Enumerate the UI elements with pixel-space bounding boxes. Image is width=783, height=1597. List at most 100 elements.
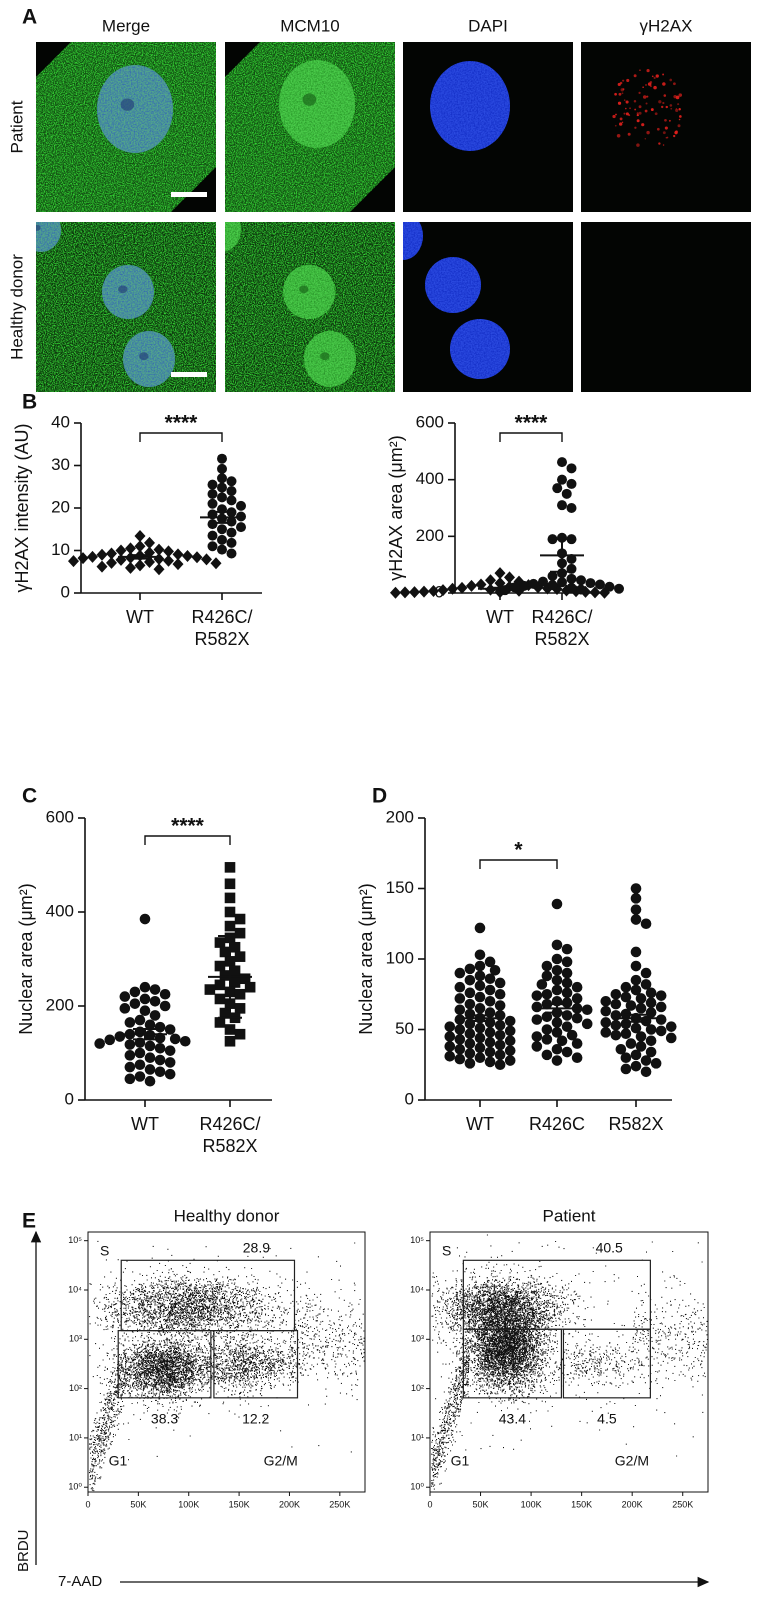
data-point	[595, 579, 605, 590]
data-point	[484, 1027, 496, 1038]
foci	[673, 134, 676, 138]
data-point	[94, 1038, 105, 1049]
data-point	[144, 1019, 156, 1031]
data-point	[144, 1064, 156, 1075]
data-point	[541, 1024, 553, 1035]
gate-name: G2/M	[264, 1453, 298, 1469]
x-tick-label: R426C	[529, 1114, 585, 1134]
data-point	[234, 927, 246, 939]
data-point	[614, 583, 624, 594]
y-tick-label: 10⁰	[68, 1482, 82, 1492]
data-point	[207, 498, 218, 509]
foci	[642, 86, 644, 89]
data-point	[630, 904, 642, 915]
data-point	[531, 1001, 543, 1013]
foci	[679, 115, 682, 118]
row-title: Healthy donor	[7, 254, 26, 360]
data-point	[484, 956, 496, 968]
data-point	[244, 981, 256, 993]
column-title: γH2AX	[640, 16, 693, 35]
foci	[646, 69, 650, 73]
foci	[663, 94, 667, 97]
data-point	[484, 973, 496, 985]
foci	[644, 138, 647, 140]
panel-letter: A	[22, 6, 37, 29]
data-point	[610, 998, 622, 1010]
y-tick-label: 200	[416, 526, 444, 545]
text-line: R426C/	[199, 1114, 260, 1134]
data-point	[474, 991, 486, 1003]
data-point	[500, 585, 510, 596]
error-bar	[133, 1028, 157, 1041]
data-point	[464, 998, 476, 1010]
foci	[650, 108, 654, 112]
foci	[674, 130, 678, 135]
micrograph	[581, 42, 751, 212]
y-tick-label: 150	[386, 878, 414, 897]
micrograph	[36, 222, 216, 392]
data-point	[589, 586, 601, 599]
data-point	[625, 1000, 637, 1011]
x-axis-label: 7-AAD	[58, 1573, 102, 1590]
data-point	[454, 981, 466, 993]
data-point	[494, 977, 506, 989]
data-point	[134, 530, 146, 543]
x-tick-label: R426C/R582X	[199, 1114, 260, 1156]
data-point	[454, 1034, 466, 1045]
data-point	[604, 581, 615, 592]
significance-bracket	[479, 859, 558, 869]
data-point	[226, 527, 237, 538]
data-point	[620, 981, 632, 993]
x-tick-label: WT	[126, 607, 154, 627]
foci	[625, 100, 629, 104]
foci	[661, 105, 664, 109]
data-point	[561, 943, 573, 955]
data-point	[645, 1007, 657, 1018]
data-point	[154, 1066, 166, 1078]
data-point	[630, 946, 642, 958]
data-point	[466, 579, 477, 592]
data-point	[437, 584, 449, 597]
gate	[120, 1259, 296, 1332]
data-point	[494, 1000, 506, 1011]
data-point	[229, 941, 241, 953]
foci	[649, 80, 653, 84]
data-point	[556, 1035, 568, 1047]
data-point	[655, 1001, 667, 1013]
significance-bracket	[499, 432, 563, 442]
data-point	[531, 1014, 543, 1025]
data-point	[547, 580, 558, 591]
significance-label: ****	[515, 412, 549, 435]
data-point	[640, 918, 652, 930]
nucleus-speckle	[430, 61, 510, 151]
significance-bracket	[139, 432, 223, 442]
data-point	[645, 1046, 657, 1058]
data-point	[224, 920, 236, 932]
data-point	[630, 1022, 642, 1034]
data-point	[214, 979, 226, 991]
data-point	[665, 1032, 677, 1044]
data-point	[630, 984, 642, 996]
micrograph	[36, 42, 216, 212]
nucleus-speckle	[123, 331, 175, 387]
foci	[653, 85, 657, 90]
data-point	[207, 488, 218, 499]
nucleus-speckle	[225, 222, 241, 252]
gate-percent: 38.3	[151, 1411, 178, 1427]
data-point	[454, 1043, 466, 1055]
data-point	[484, 1046, 496, 1058]
micrograph	[403, 42, 573, 212]
data-point	[77, 552, 89, 565]
image-bg	[581, 222, 751, 392]
data-point	[494, 1049, 506, 1061]
data-point	[226, 548, 237, 559]
y-tick-label: 10	[51, 540, 70, 559]
y-tick-label: 10⁵	[68, 1235, 82, 1245]
y-tick-label: 0	[405, 1089, 414, 1108]
panel-letter: C	[22, 785, 37, 808]
foci	[642, 95, 647, 99]
data-point	[630, 1060, 642, 1072]
y-tick-label: 50	[395, 1019, 414, 1038]
nucleolus	[36, 224, 41, 231]
flow-plot: Patient 10⁰ 10¹ 10² 10³ 10⁴ 10⁵ 0 50K 100K 150K 200…	[410, 1206, 709, 1509]
